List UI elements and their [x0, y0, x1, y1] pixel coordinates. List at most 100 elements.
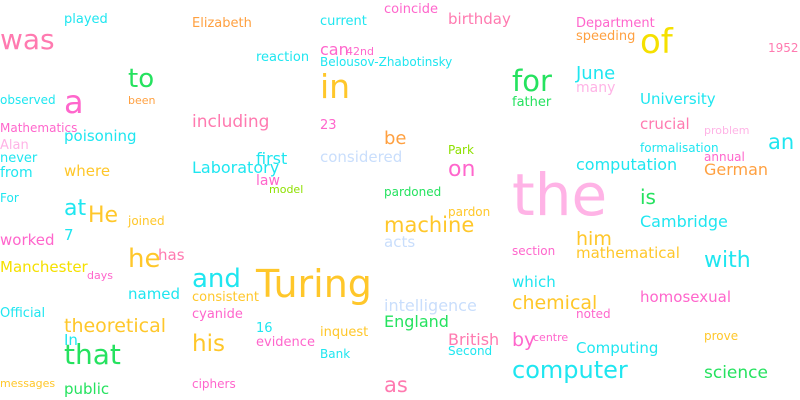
- word: Mathematics: [0, 121, 78, 135]
- word: He: [88, 203, 119, 228]
- word: joined: [128, 214, 165, 228]
- word: intelligence: [384, 296, 477, 315]
- word: never: [0, 151, 38, 166]
- word: has: [158, 246, 185, 264]
- word: as: [384, 373, 408, 397]
- word: which: [512, 273, 556, 291]
- word: cyanide: [192, 307, 243, 322]
- word: current: [320, 14, 367, 29]
- word: theoretical: [64, 315, 166, 337]
- word: inquest: [320, 325, 369, 340]
- word: ciphers: [192, 377, 236, 391]
- word: for: [512, 64, 552, 98]
- word: problem: [704, 124, 750, 137]
- word: was: [0, 23, 55, 56]
- word: 1952: [768, 41, 799, 55]
- word: consistent: [192, 290, 259, 305]
- word: evidence: [256, 335, 315, 350]
- word: British: [448, 330, 500, 349]
- word: Turing: [256, 262, 372, 306]
- word: first: [256, 149, 288, 168]
- word: from: [0, 165, 33, 181]
- word: model: [269, 183, 304, 196]
- word: Department: [576, 16, 655, 31]
- word: speeding: [576, 29, 636, 44]
- word: Official: [0, 306, 46, 321]
- word: Alan: [0, 138, 29, 153]
- word: a: [64, 83, 84, 121]
- word: science: [704, 363, 768, 383]
- word: been: [128, 94, 156, 107]
- word: 16: [256, 321, 273, 336]
- word: played: [64, 12, 108, 27]
- word: prove: [704, 329, 739, 343]
- word: with: [704, 248, 751, 273]
- word: 23: [320, 118, 337, 133]
- word: homosexual: [640, 288, 731, 306]
- word: Belousov-Zhabotinsky: [320, 55, 453, 69]
- word: noted: [576, 307, 611, 321]
- word: Manchester: [0, 258, 88, 276]
- word: 7: [64, 226, 74, 244]
- word: acts: [384, 233, 416, 251]
- word: his: [192, 331, 225, 357]
- word: For: [0, 191, 19, 205]
- word: birthday: [448, 10, 511, 28]
- word: Bank: [320, 347, 351, 361]
- word: at: [64, 196, 87, 221]
- word: messages: [0, 377, 56, 390]
- word: father: [512, 95, 552, 110]
- word: days: [87, 269, 113, 282]
- word: crucial: [640, 115, 690, 133]
- word: reaction: [256, 50, 310, 65]
- word: that: [64, 338, 121, 371]
- word: June: [576, 63, 616, 84]
- word: poisoning: [64, 127, 137, 145]
- word: including: [192, 112, 270, 132]
- word: named: [128, 285, 181, 303]
- word: formalisation: [640, 141, 719, 155]
- word: him: [576, 228, 612, 250]
- word: Elizabeth: [192, 16, 252, 31]
- word: In: [64, 331, 78, 349]
- word: he: [128, 244, 161, 274]
- word: mathematical: [576, 244, 680, 262]
- word: 42nd: [346, 45, 374, 58]
- word: section: [512, 244, 556, 258]
- word: where: [64, 162, 111, 180]
- word: in: [320, 67, 351, 106]
- word: worked: [0, 231, 55, 249]
- word: machine: [384, 213, 475, 237]
- word: Second: [448, 344, 493, 358]
- word: is: [640, 185, 656, 209]
- word: Park: [448, 143, 474, 157]
- word: to: [128, 64, 155, 94]
- word: University: [640, 90, 716, 108]
- word: computation: [576, 155, 678, 174]
- word: Computing: [576, 339, 659, 357]
- word: German: [704, 160, 769, 179]
- word: by: [512, 329, 536, 351]
- word: computer: [512, 356, 628, 384]
- word: and: [192, 264, 241, 294]
- word: annual: [704, 150, 745, 164]
- word: law: [256, 173, 280, 189]
- word: the: [512, 161, 608, 229]
- word: many: [576, 80, 616, 96]
- word: coincide: [384, 2, 438, 17]
- word: England: [384, 312, 449, 331]
- word: considered: [320, 148, 403, 166]
- word: of: [640, 22, 673, 62]
- word: centre: [533, 331, 569, 344]
- word: be: [384, 128, 407, 149]
- word: public: [64, 380, 110, 398]
- word: chemical: [512, 292, 598, 314]
- word: on: [448, 157, 476, 182]
- word: can: [320, 40, 349, 59]
- word: Laboratory: [192, 158, 280, 177]
- word: pardon: [448, 205, 491, 219]
- word: Cambridge: [640, 212, 728, 231]
- word: an: [768, 130, 795, 154]
- word: observed: [0, 93, 56, 107]
